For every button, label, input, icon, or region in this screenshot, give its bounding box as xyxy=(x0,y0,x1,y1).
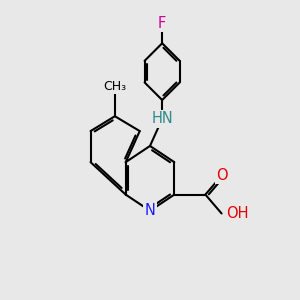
Text: HN: HN xyxy=(151,111,173,126)
Text: F: F xyxy=(158,16,166,31)
Text: O: O xyxy=(216,168,227,183)
Text: CH₃: CH₃ xyxy=(103,80,126,93)
Text: OH: OH xyxy=(226,206,249,221)
Text: N: N xyxy=(145,203,155,218)
